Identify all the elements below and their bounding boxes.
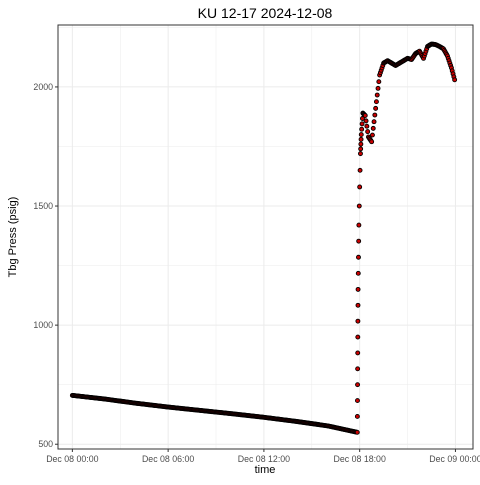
- data-point: [369, 139, 375, 145]
- data-point: [373, 105, 379, 111]
- data-point: [371, 119, 377, 125]
- data-point: [360, 116, 365, 121]
- y-tick-label: 1000: [33, 320, 53, 330]
- data-point: [358, 132, 364, 138]
- data-point: [373, 99, 379, 105]
- data-point: [375, 85, 381, 91]
- chart-title: KU 12-17 2024-12-08: [198, 5, 333, 21]
- data-point: [355, 270, 361, 276]
- data-point: [355, 318, 361, 324]
- data-point: [358, 151, 363, 157]
- panel-border: [57, 24, 474, 450]
- data-point: [369, 132, 375, 138]
- plot-panel: [58, 25, 473, 449]
- data-point: [357, 184, 363, 190]
- grid-lines: [58, 25, 473, 449]
- data-point: [362, 113, 368, 118]
- data-point: [356, 254, 361, 260]
- data-point: [359, 121, 365, 127]
- data-point: [355, 302, 361, 308]
- data-point: [355, 286, 361, 292]
- data-point: [365, 129, 371, 135]
- x-tick-label: Dec 09 00:00: [429, 454, 480, 464]
- data-point: [356, 222, 362, 228]
- data-point: [355, 398, 360, 404]
- x-tick-label: Dec 08 00:00: [46, 454, 98, 464]
- y-tick-label: 1500: [33, 201, 53, 211]
- data-point: [358, 141, 364, 147]
- data-point: [355, 350, 361, 356]
- data-points: [69, 41, 458, 435]
- data-point: [356, 203, 362, 209]
- x-tick-label: Dec 08 06:00: [142, 454, 194, 464]
- data-point: [376, 79, 382, 85]
- data-point: [357, 167, 363, 173]
- data-point: [359, 126, 365, 132]
- x-tick-label: Dec 08 18:00: [334, 454, 386, 464]
- y-tick-label: 500: [38, 439, 53, 449]
- data-point: [355, 366, 361, 372]
- data-point: [358, 146, 364, 152]
- data-point: [354, 413, 360, 419]
- data-point: [363, 118, 369, 124]
- y-axis-title: Tbg Press (psig): [7, 197, 19, 278]
- data-point: [452, 77, 458, 83]
- data-point: [372, 112, 378, 118]
- data-point: [374, 92, 380, 98]
- axes: Dec 08 00:00 Dec 08 06:00 Dec 08 12:00 Dec …: [33, 82, 480, 464]
- data-point: [364, 123, 370, 129]
- data-point: [358, 136, 364, 142]
- data-point: [370, 125, 376, 131]
- data-point: [355, 334, 361, 340]
- x-tick-label: Dec 08 12:00: [238, 454, 290, 464]
- x-axis-title: time: [255, 464, 276, 476]
- data-point: [356, 238, 362, 244]
- data-point: [354, 429, 360, 435]
- y-tick-label: 2000: [33, 82, 53, 92]
- data-point: [355, 382, 360, 388]
